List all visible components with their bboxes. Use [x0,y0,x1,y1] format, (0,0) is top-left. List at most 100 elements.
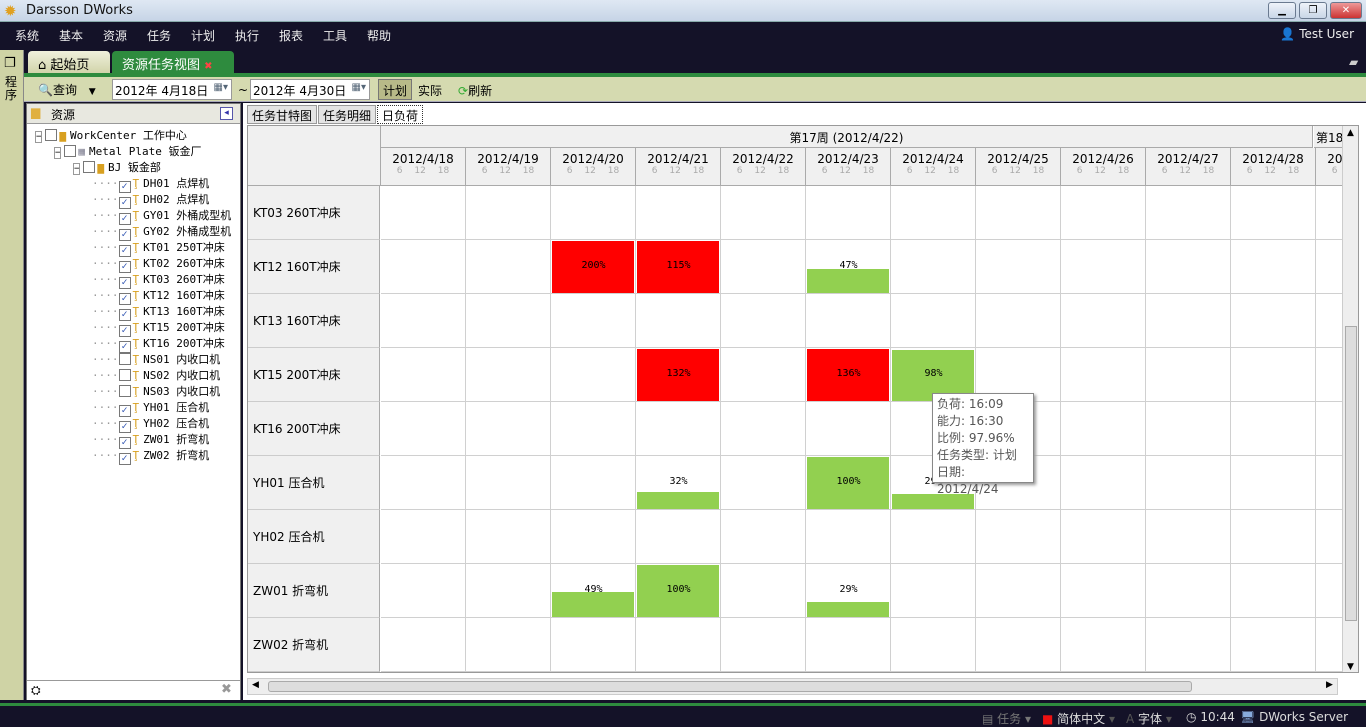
tree-node[interactable]: ···· ✓ Ţ ZW01 折弯机 [35,432,231,449]
checkbox[interactable] [45,129,58,141]
grid-cell[interactable] [381,402,466,456]
grid-cell[interactable] [1231,186,1316,240]
grid-cell[interactable] [806,294,891,348]
grid-cell[interactable] [1146,402,1231,456]
checkbox[interactable]: ✓ [118,181,131,193]
grid-cell[interactable] [466,186,551,240]
tasks-status[interactable]: ▤ 任务 ▾ [982,712,1032,726]
tree-node[interactable]: ···· ✓ Ţ KT01 250T冲床 [35,240,231,257]
grid-cell[interactable] [1231,618,1316,672]
grid-cell[interactable] [806,186,891,240]
calendar-icon[interactable]: ▦▾ [351,82,366,93]
scroll-left-icon[interactable]: ◀ [252,680,259,690]
checkbox[interactable]: ✓ [118,437,131,449]
vertical-scrollbar[interactable]: ▲ ▼ [1342,126,1358,672]
grid-cell[interactable] [806,348,891,402]
grid-cell[interactable] [1061,564,1146,618]
horizontal-scroll-thumb[interactable] [268,681,1192,692]
font-selector[interactable]: A 字体 ▾ [1126,712,1172,726]
tree-node[interactable]: ···· ✓ Ţ ZW02 折弯机 [35,448,231,465]
language-selector[interactable]: ■ 简体中文 ▾ [1042,712,1116,726]
grid-cell[interactable] [1061,294,1146,348]
grid-cell[interactable] [721,456,806,510]
grid-cell[interactable] [636,186,721,240]
grid-cell[interactable] [466,456,551,510]
grid-cell[interactable] [636,618,721,672]
grid-cell[interactable] [1231,294,1316,348]
menu-plan[interactable]: 计划 [191,29,216,43]
checkbox[interactable]: ✓ [118,229,131,241]
date-from-picker[interactable]: 2012年 4月18日 ▦▾ [112,79,232,100]
restore-button[interactable]: ❐ [1299,2,1327,19]
grid-cell[interactable] [466,240,551,294]
user-menu[interactable]: 👤 Test User [1280,27,1354,41]
checkbox[interactable]: ✓ [118,325,131,337]
load-bar[interactable] [637,492,719,509]
load-bar[interactable] [552,592,634,617]
grid-cell[interactable] [1316,294,1358,348]
load-bar[interactable] [892,350,974,401]
actual-toggle[interactable]: 实际 [418,84,443,98]
load-bar[interactable] [552,241,634,293]
checkbox[interactable]: ✓ [118,453,131,465]
grid-cell[interactable] [1146,456,1231,510]
menu-task[interactable]: 任务 [147,29,172,43]
grid-cell[interactable] [466,510,551,564]
panel-menu-icon[interactable]: ▰ [1349,55,1359,69]
load-bar[interactable] [807,269,889,293]
grid-cell[interactable] [1316,618,1358,672]
grid-cell[interactable] [1316,240,1358,294]
grid-cell[interactable] [1231,510,1316,564]
grid-cell[interactable] [1061,456,1146,510]
grid-cell[interactable] [1316,456,1358,510]
tree-node[interactable]: ···· ✓ Ţ KT02 260T冲床 [35,256,231,273]
grid-cell[interactable] [381,510,466,564]
grid-cell[interactable] [636,456,721,510]
grid-cell[interactable] [466,618,551,672]
checkbox[interactable] [118,353,131,365]
checkbox[interactable]: ✓ [118,277,131,289]
close-button[interactable]: ✕ [1330,2,1362,19]
grid-cell[interactable] [976,240,1061,294]
query-button[interactable]: 🔍查询 ▼ [38,81,96,98]
load-bar[interactable] [637,349,719,401]
collapse-panel-button[interactable]: ◂ [220,107,233,120]
grid-cell[interactable] [1061,510,1146,564]
checkbox[interactable]: ✓ [118,309,131,321]
tree-node[interactable]: ···· Ţ NS03 内收口机 [35,384,231,400]
grid-cell[interactable] [1316,402,1358,456]
grid-cell[interactable] [806,456,891,510]
grid-cell[interactable] [1316,348,1358,402]
grid-cell[interactable] [1146,510,1231,564]
menu-basic[interactable]: 基本 [59,29,84,43]
checkbox[interactable] [118,369,131,381]
grid-cell[interactable] [976,564,1061,618]
grid-cell[interactable] [551,186,636,240]
tree-node[interactable]: ···· ✓ Ţ GY01 外桶成型机 [35,208,231,225]
tab-daily-load[interactable]: 日负荷 [377,105,424,124]
refresh-button[interactable]: ⟳刷新 [458,82,492,99]
minimize-button[interactable]: ▁ [1268,2,1296,19]
tree-node[interactable]: ···· Ţ NS01 内收口机 [35,352,231,368]
grid-cell[interactable] [721,186,806,240]
program-strip[interactable]: ❐ 程序 [0,50,24,700]
grid-cell[interactable] [1146,564,1231,618]
grid-cell[interactable] [381,240,466,294]
grid-cell[interactable] [381,456,466,510]
grid-cell[interactable] [1146,186,1231,240]
grid-cell[interactable] [381,618,466,672]
tab-gantt[interactable]: 任务甘特图 [247,105,318,124]
tree-node[interactable]: − ▦ Metal Plate 钣金厂 [35,144,231,160]
grid-cell[interactable] [976,618,1061,672]
grid-cell[interactable] [1146,240,1231,294]
grid-cell[interactable] [636,348,721,402]
grid-cell[interactable] [381,348,466,402]
grid-cell[interactable] [381,186,466,240]
load-bar[interactable] [637,241,719,293]
grid-cell[interactable] [1146,618,1231,672]
scroll-down-icon[interactable]: ▼ [1347,662,1354,672]
grid-cell[interactable] [976,294,1061,348]
close-tab-icon[interactable]: ✖ [204,61,213,72]
grid-cell[interactable] [806,510,891,564]
grid-cell[interactable] [466,348,551,402]
